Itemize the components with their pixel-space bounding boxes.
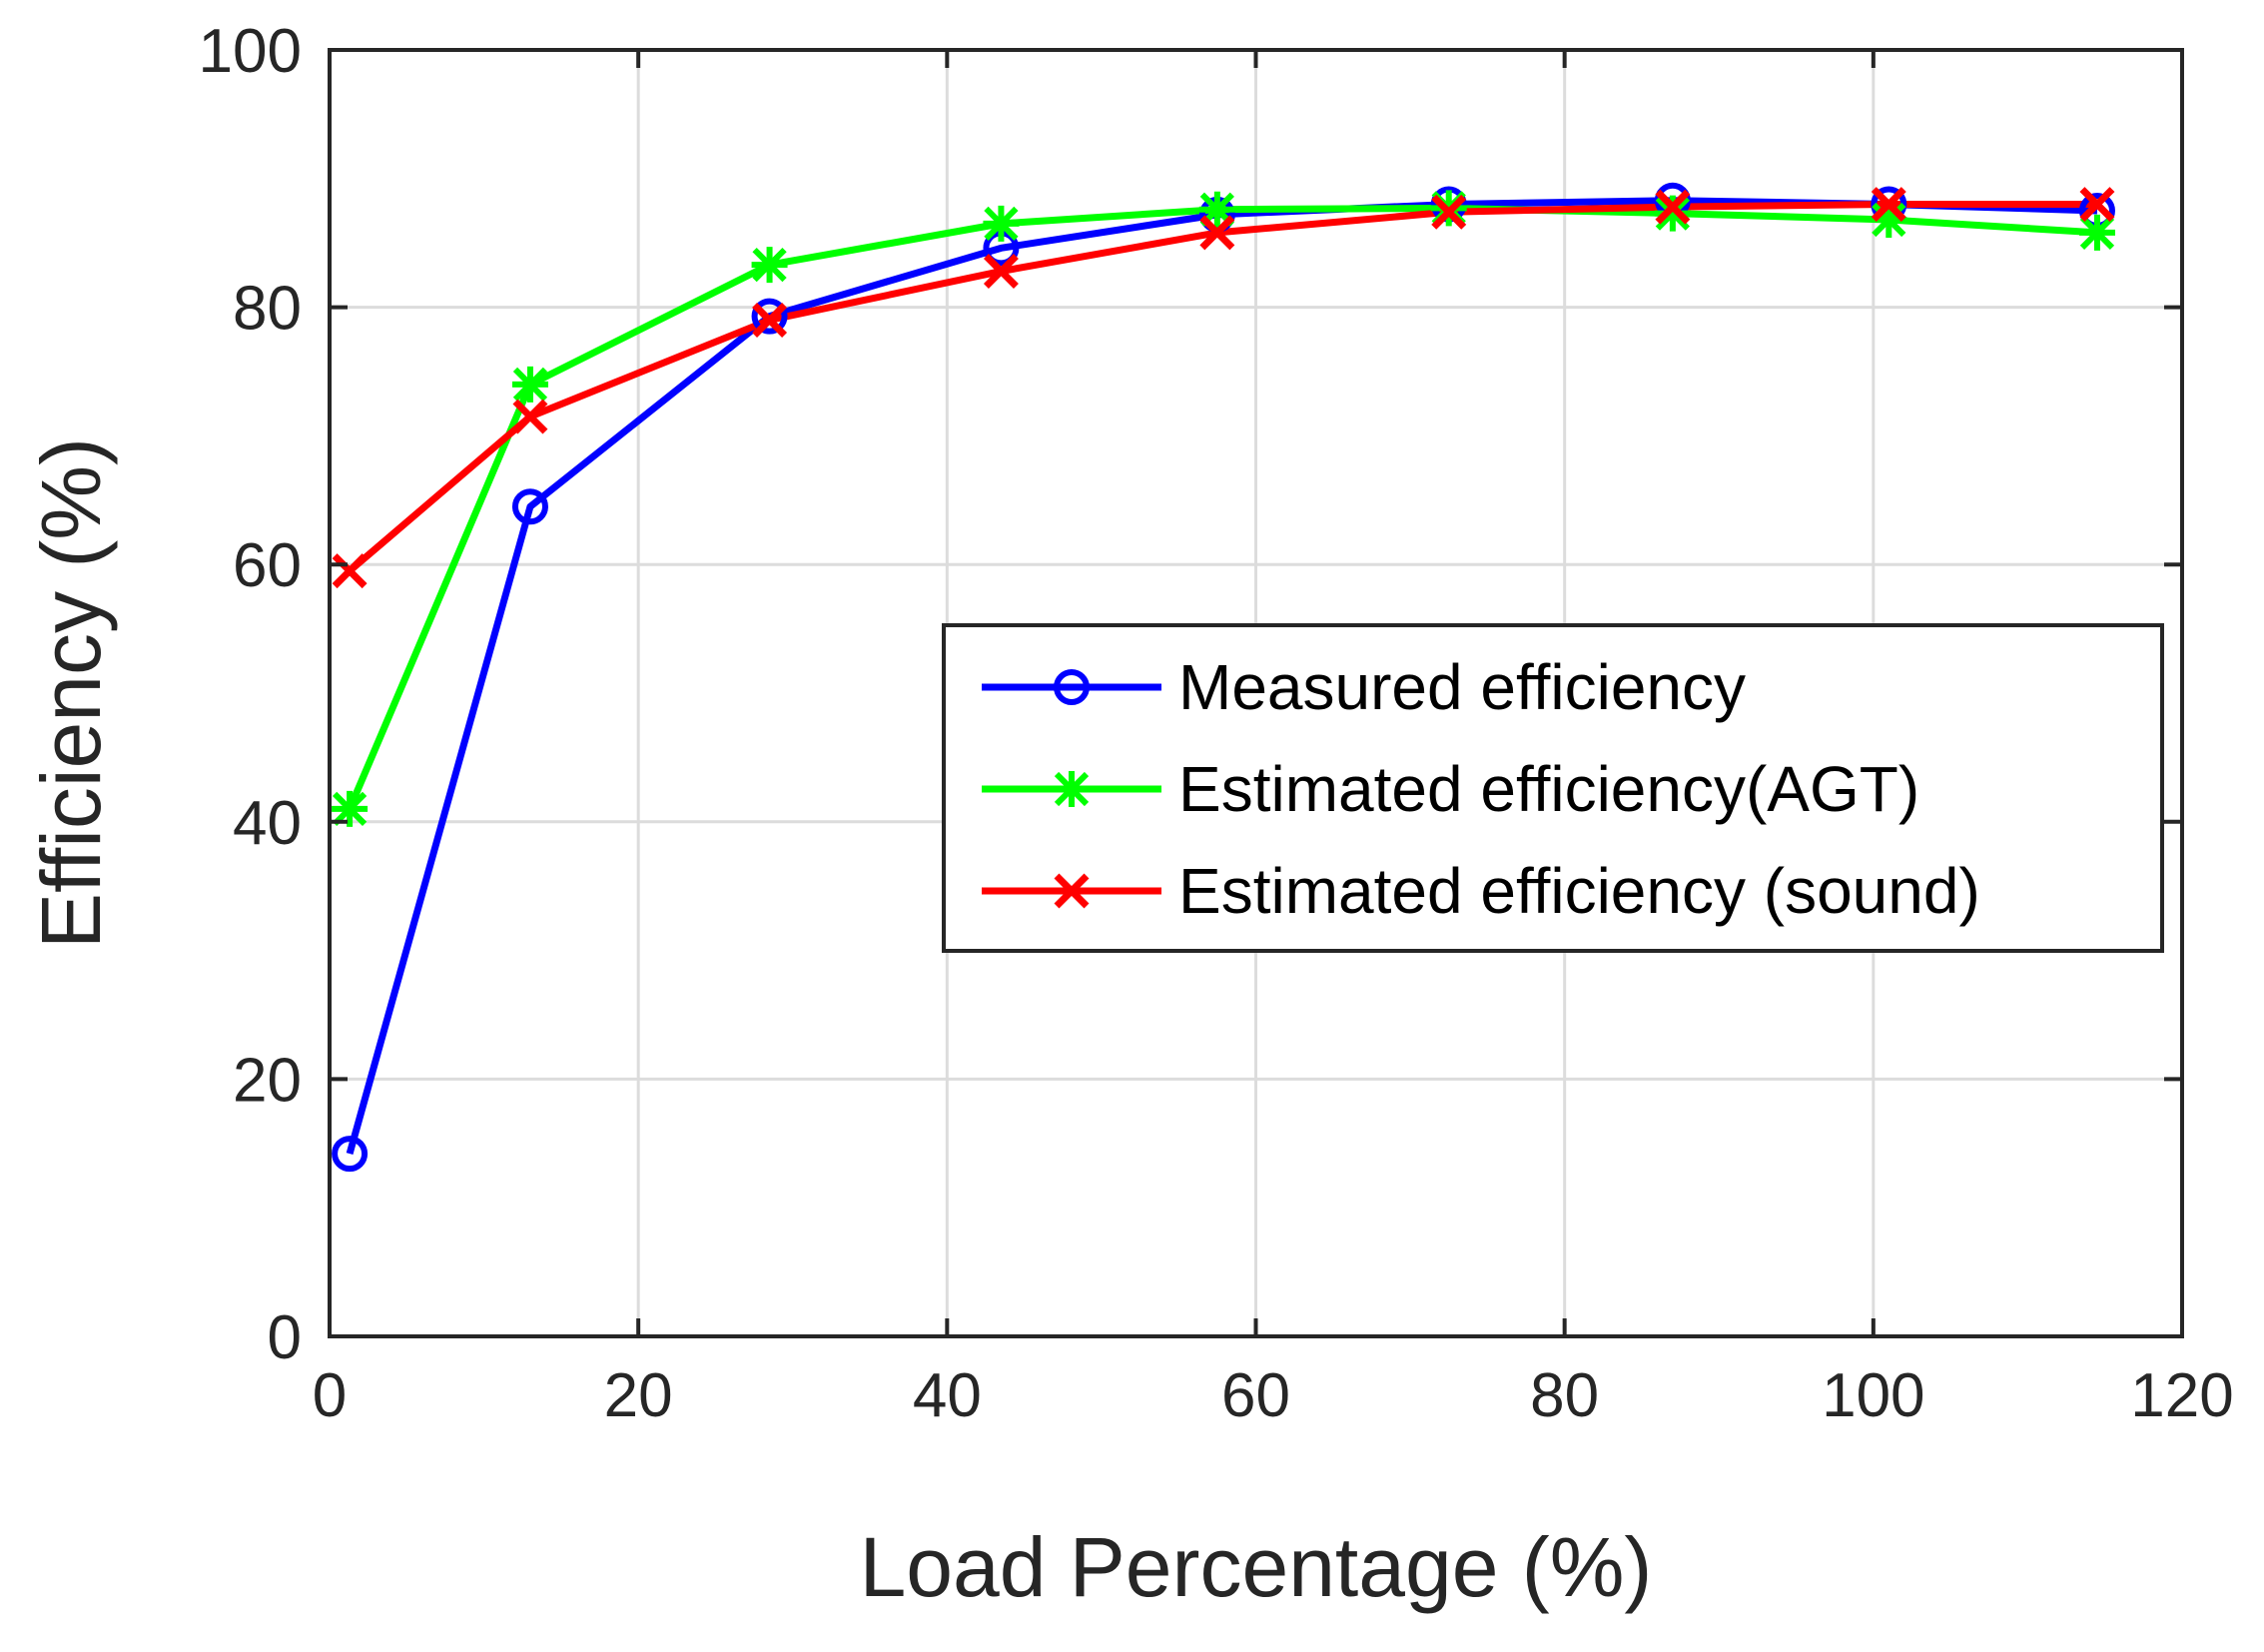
- x-tick-label-5: 100: [1822, 1361, 1924, 1430]
- legend: Measured efficiency Estimated efficiency(…: [942, 623, 2164, 953]
- legend-marker-0: [1054, 669, 1090, 705]
- y-tick-label-4: 80: [233, 275, 302, 344]
- y-tick-label-1: 20: [233, 1046, 302, 1115]
- series-2-point-1: [512, 399, 548, 434]
- x-axis-ticks: 0 20 40 60 80 100 120: [313, 50, 2234, 1430]
- series-0-point-1: [511, 488, 548, 525]
- x-tick-label-2: 40: [913, 1361, 982, 1430]
- series-2-point-6: [1655, 189, 1691, 225]
- series-2-point-4: [1199, 215, 1235, 251]
- x-tick-label-6: 120: [2130, 1361, 2233, 1430]
- x-tick-label-1: 20: [604, 1361, 673, 1430]
- series-2-point-7: [1871, 187, 1906, 223]
- series-1-point-6: [1654, 195, 1691, 232]
- legend-entry-1: Estimated efficiency(AGT): [982, 753, 1919, 825]
- legend-label-2: Estimated efficiency (sound): [1178, 855, 1980, 927]
- legend-marker-2: [1054, 873, 1090, 909]
- x-tick-label-4: 80: [1530, 1361, 1599, 1430]
- y-axis-ticks: 0 20 40 60 80 100: [199, 17, 2182, 1372]
- y-tick-label-0: 0: [268, 1303, 302, 1372]
- legend-label-0: Measured efficiency: [1178, 651, 1746, 723]
- x-tick-label-3: 60: [1221, 1361, 1290, 1430]
- x-axis-title: Load Percentage (%): [860, 1520, 1653, 1614]
- series-1-point-8: [2078, 214, 2115, 251]
- y-tick-label-2: 40: [233, 789, 302, 858]
- series-1-point-2: [751, 247, 788, 284]
- y-tick-label-3: 60: [233, 531, 302, 600]
- legend-marker-1: [1054, 771, 1090, 807]
- y-axis-title: Efficiency (%): [24, 437, 118, 949]
- series-0-point-0: [332, 1136, 369, 1173]
- series-markers: [332, 182, 2115, 1173]
- series-2-point-8: [2079, 187, 2115, 223]
- y-tick-label-5: 100: [199, 17, 302, 86]
- series-1-point-0: [332, 790, 369, 827]
- x-tick-label-0: 0: [313, 1361, 347, 1430]
- legend-entry-2: Estimated efficiency (sound): [982, 855, 1980, 927]
- series-2-point-0: [332, 553, 368, 589]
- series-0-point-2: [751, 298, 788, 335]
- series-1-point-1: [511, 366, 548, 403]
- series-2-point-3: [983, 254, 1019, 290]
- series-2-point-5: [1431, 194, 1467, 230]
- series-2-point-2: [752, 303, 788, 338]
- legend-label-1: Estimated efficiency(AGT): [1178, 753, 1919, 825]
- series-1-point-3: [983, 205, 1020, 242]
- legend-entry-0: Measured efficiency: [982, 651, 1746, 723]
